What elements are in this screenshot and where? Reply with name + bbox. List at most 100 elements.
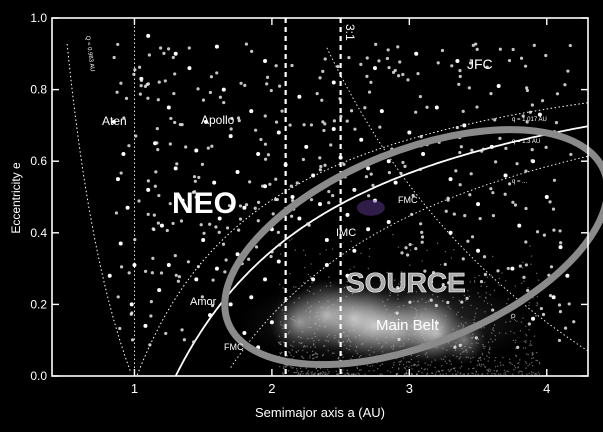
belt-speck: [350, 341, 352, 343]
belt-speck: [381, 279, 384, 282]
neo-point: [159, 46, 163, 50]
belt-speck: [327, 369, 329, 371]
belt-speck: [386, 271, 388, 274]
aten-label: Aten: [102, 114, 127, 128]
belt-speck: [347, 338, 350, 340]
belt-speck: [484, 281, 486, 284]
belt-speck: [447, 342, 450, 344]
belt-speck: [318, 339, 320, 341]
belt-speck: [407, 319, 409, 322]
neo-point: [491, 308, 495, 312]
belt-speck: [485, 292, 488, 294]
boundary-curves: [66, 18, 589, 377]
apollo-label: Apollo: [201, 113, 235, 127]
belt-speck: [412, 243, 414, 246]
belt-speck: [325, 371, 327, 374]
neo-point: [196, 265, 200, 269]
neo-point: [443, 262, 447, 266]
belt-speck: [414, 333, 417, 335]
belt-speck: [279, 321, 282, 323]
neo-point: [149, 314, 153, 318]
belt-speck: [527, 353, 529, 356]
neo-point: [118, 326, 122, 331]
belt-speck: [331, 248, 334, 250]
belt-speck: [309, 346, 312, 348]
belt-speck: [383, 323, 385, 325]
belt-speck: [391, 336, 394, 339]
belt-speck: [282, 373, 285, 375]
belt-speck: [288, 239, 291, 242]
belt-speck: [305, 373, 307, 375]
neo-point: [447, 281, 451, 285]
neo-point: [199, 223, 203, 227]
neo-point: [511, 47, 515, 52]
belt-speck: [409, 249, 412, 252]
belt-speck: [342, 331, 345, 333]
belt-speck: [318, 319, 320, 321]
belt-speck: [352, 288, 354, 290]
belt-speck: [531, 373, 533, 375]
neo-point-44: [393, 180, 398, 185]
neo-point: [506, 266, 510, 271]
imc-label: IMC: [336, 227, 356, 239]
belt-speck: [536, 304, 538, 307]
belt-speck: [398, 306, 400, 308]
belt-speck: [442, 358, 445, 361]
belt-speck: [454, 373, 457, 375]
belt-speck: [525, 340, 527, 342]
belt-speck: [464, 345, 466, 348]
belt-speck: [400, 360, 402, 362]
neo-point: [482, 255, 487, 259]
belt-speck: [528, 301, 531, 304]
belt-speck: [457, 325, 460, 327]
neo-point: [156, 221, 161, 225]
belt-speck: [493, 289, 496, 292]
neo-point: [399, 171, 403, 176]
neo-point: [418, 94, 422, 99]
belt-speck: [320, 372, 322, 374]
neo-point: [179, 219, 184, 223]
neo-point: [263, 114, 267, 118]
belt-speck: [328, 334, 330, 336]
neo-point-76: [208, 313, 213, 318]
belt-speck: [409, 264, 411, 266]
belt-speck: [528, 304, 530, 307]
belt-speck: [506, 302, 508, 305]
belt-speck: [381, 373, 383, 375]
belt-speck: [510, 330, 512, 333]
neo-point: [148, 343, 152, 347]
neo-point: [530, 103, 535, 107]
belt-speck: [302, 357, 305, 360]
belt-speck: [343, 286, 346, 289]
belt-speck: [468, 346, 471, 348]
belt-speck: [342, 356, 344, 359]
belt-speck: [362, 343, 364, 345]
neo-point: [475, 105, 479, 109]
belt-speck: [501, 272, 503, 274]
belt-speck: [473, 281, 476, 283]
neo-point-57: [537, 112, 542, 117]
neo-point: [489, 91, 493, 96]
belt-speck: [430, 322, 432, 325]
belt-speck: [510, 362, 512, 364]
belt-speck: [287, 370, 290, 372]
belt-speck: [382, 351, 384, 353]
belt-speck: [525, 334, 528, 337]
neo-point-2: [125, 205, 130, 210]
belt-speck: [391, 366, 394, 369]
belt-speck: [492, 327, 495, 329]
belt-speck: [441, 370, 443, 372]
belt-speck: [444, 360, 446, 363]
neo-point-30: [297, 216, 302, 221]
belt-speck: [365, 323, 367, 325]
belt-speck: [429, 364, 432, 366]
y-tick-label: 0.8: [30, 83, 47, 97]
belt-speck: [450, 345, 452, 347]
belt-speck: [298, 335, 300, 338]
belt-speck: [407, 361, 410, 363]
neo-point: [414, 247, 418, 251]
belt-speck: [356, 352, 359, 355]
neo-point: [119, 81, 123, 85]
belt-speck: [290, 318, 292, 320]
belt-speck: [514, 285, 517, 287]
